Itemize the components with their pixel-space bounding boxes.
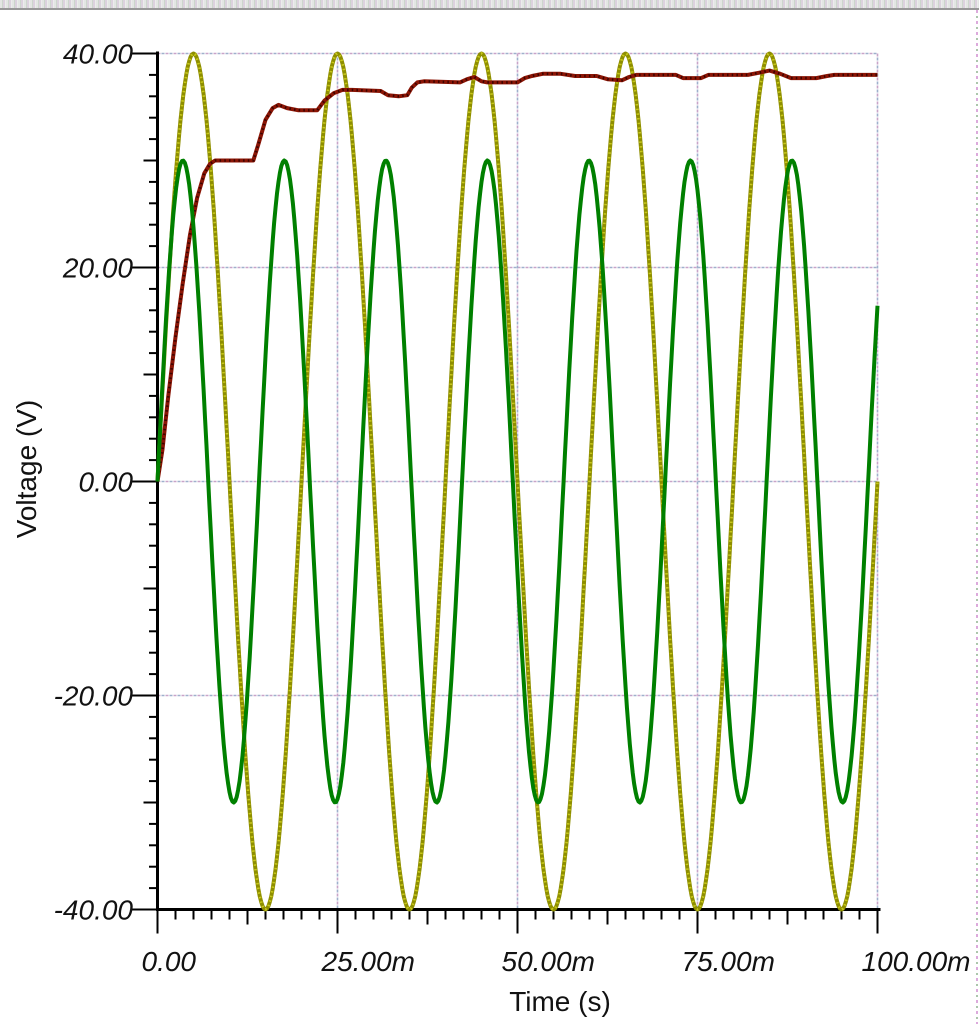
y-tick-label: 20.00 [62,253,133,284]
x-tick-label: 75.00m [682,946,775,977]
y-tick-label: -40.00 [54,895,134,926]
x-tick-label: 50.00m [502,946,595,977]
tick-marks [130,52,879,934]
waveform-curves [155,51,880,912]
window-top-edge-strip [0,0,979,10]
y-tick-label: 0.00 [79,467,134,498]
x-tick-label: 0.00 [142,946,197,977]
tick-labels: 40.00 20.00 0.00 -20.00 -40.00 0.00 25.00m 50.0… [54,39,971,978]
y-tick-label: -20.00 [54,681,134,712]
page-boundary-dashed-line [976,10,978,1024]
y-axis-title: Voltage (V) [11,399,42,539]
x-axis-title: Time (s) [509,986,611,1017]
source-sine-40v [155,51,880,912]
source-sine-30v [155,158,880,805]
y-tick-label: 40.00 [63,39,133,70]
x-tick-label: 100.00m [862,946,971,977]
x-tick-label: 25.00m [321,946,415,977]
rectifier-output-dot-texture [156,69,878,482]
